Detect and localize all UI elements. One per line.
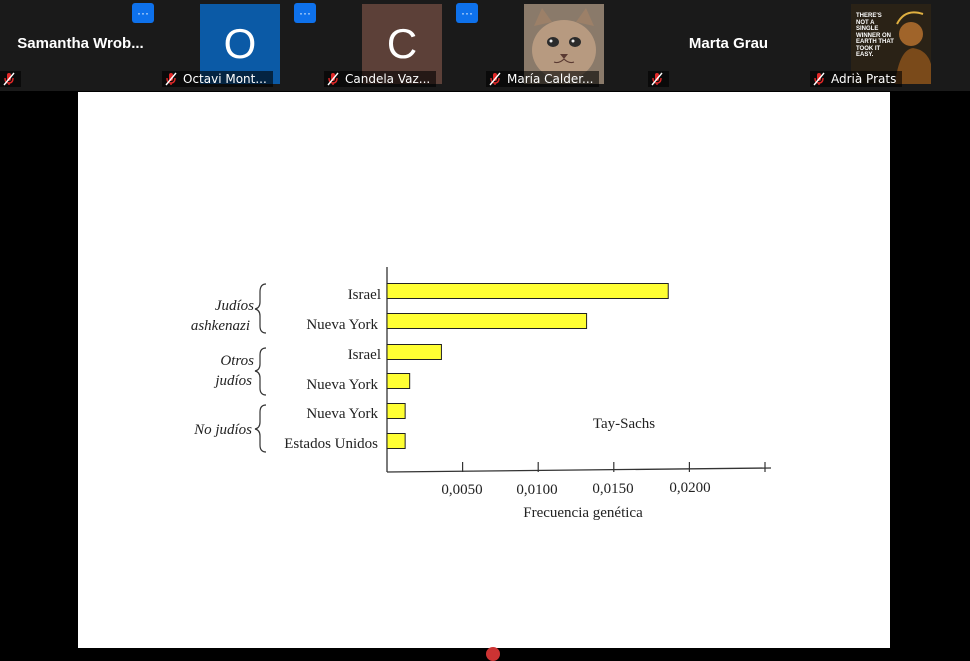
participant-display-name: Samantha Wrob... xyxy=(17,35,144,52)
x-axis-title: Frecuencia genética xyxy=(523,505,643,521)
quote-poster-avatar: THERE'S NOT A SINGLE WINNER ON EARTH THA… xyxy=(851,4,931,84)
bar xyxy=(386,313,588,329)
x-tick-label: 0,0200 xyxy=(669,480,710,496)
bar xyxy=(386,373,411,389)
more-options-button[interactable]: ··· xyxy=(456,3,478,23)
name-bar: María Calder... xyxy=(486,71,600,87)
participant-strip: Samantha Wrob... ··· O ··· Octavi Mont..… xyxy=(0,0,970,91)
bar-chart: Judíos ashkenazi Otros judíos No judíos … xyxy=(191,267,772,521)
avatar-letter: O xyxy=(223,20,257,67)
group-brace xyxy=(254,283,267,334)
group-label: judíos xyxy=(213,373,252,389)
name-bar xyxy=(648,71,669,87)
avatar: C xyxy=(362,4,442,84)
group-label: Judíos xyxy=(215,298,254,314)
mic-muted-icon xyxy=(813,72,825,86)
group-label: ashkenazi xyxy=(191,318,250,334)
shared-slide: Judíos ashkenazi Otros judíos No judíos … xyxy=(78,92,890,648)
name-bar: Octavi Mont... xyxy=(162,71,273,87)
name-bar xyxy=(0,71,21,87)
cat-photo-avatar xyxy=(524,4,604,84)
chart-annotation: Tay-Sachs xyxy=(593,416,655,432)
participant-name: Candela Vaz... xyxy=(345,72,431,86)
bar xyxy=(386,283,669,299)
participant-tile[interactable]: Samantha Wrob... ··· xyxy=(0,0,161,91)
participant-tile[interactable]: C ··· Candela Vaz... xyxy=(324,0,485,91)
category-label: Nueva York xyxy=(306,406,378,422)
x-tick-label: 0,0100 xyxy=(516,482,557,498)
mic-muted-icon xyxy=(3,72,15,86)
avatar-letter: C xyxy=(386,20,418,67)
mic-muted-icon xyxy=(327,72,339,86)
name-bar: Adrià Prats xyxy=(810,71,903,87)
mic-muted-icon xyxy=(165,72,177,86)
group-label: No judíos xyxy=(193,422,252,438)
participant-tile[interactable]: THERE'S NOT A SINGLE WINNER ON EARTH THA… xyxy=(810,0,970,91)
bar xyxy=(386,433,406,449)
more-options-button[interactable]: ··· xyxy=(294,3,316,23)
participant-display-name: Marta Grau xyxy=(688,35,769,52)
x-axis xyxy=(386,467,772,473)
category-label: Israel xyxy=(348,347,381,363)
participant-tile[interactable]: O ··· Octavi Mont... xyxy=(162,0,323,91)
mic-muted-icon xyxy=(651,72,663,86)
more-options-button[interactable]: ··· xyxy=(132,3,154,23)
category-label: Estados Unidos xyxy=(284,436,378,452)
participant-name: Octavi Mont... xyxy=(183,72,267,86)
category-label: Israel xyxy=(348,287,381,303)
mic-muted-icon xyxy=(489,72,501,86)
x-tick-label: 0,0150 xyxy=(592,481,633,497)
group-label: Otros xyxy=(220,353,254,369)
group-brace xyxy=(254,347,267,396)
participant-tile[interactable]: María Calder... xyxy=(486,0,647,91)
status-indicator xyxy=(486,647,500,661)
bar xyxy=(386,344,442,360)
participant-name: Adrià Prats xyxy=(831,72,897,86)
group-brace xyxy=(254,404,267,453)
participant-name: María Calder... xyxy=(507,72,594,86)
name-bar: Candela Vaz... xyxy=(324,71,437,87)
category-label: Nueva York xyxy=(306,317,378,333)
avatar: O xyxy=(200,4,280,84)
bar xyxy=(386,403,406,419)
category-label: Nueva York xyxy=(306,377,378,393)
poster-quote: THERE'S NOT A SINGLE WINNER ON EARTH THA… xyxy=(856,13,894,58)
participant-tile[interactable]: Marta Grau xyxy=(648,0,809,91)
poster-figure-icon xyxy=(851,4,931,84)
x-tick-label: 0,0050 xyxy=(441,482,482,498)
